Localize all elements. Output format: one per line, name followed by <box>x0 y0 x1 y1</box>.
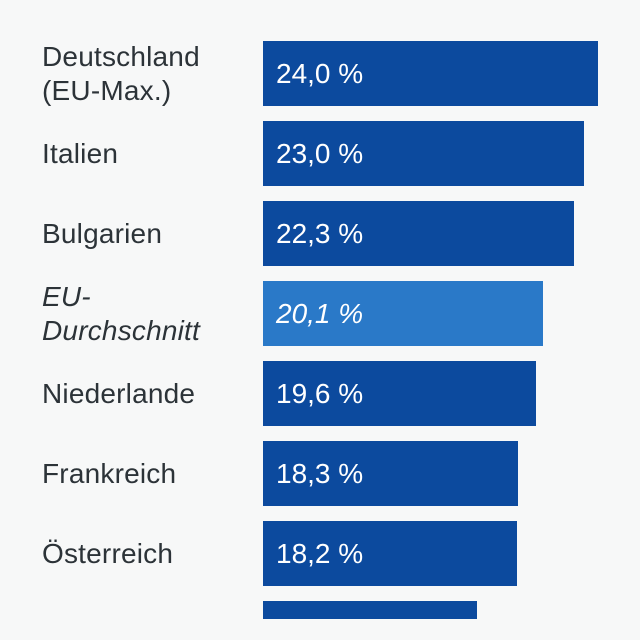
category-label: Italien <box>42 121 263 186</box>
category-label-line: Frankreich <box>42 457 177 489</box>
bar-row: Frankreich 18,3 % <box>0 441 640 506</box>
bar: 23,0 % <box>263 121 584 186</box>
category-label-line: EU- <box>42 280 91 312</box>
bar-row-truncated <box>0 601 640 619</box>
bar-value-label: 23,0 % <box>276 137 364 169</box>
category-label-line: Bulgarien <box>42 217 163 249</box>
category-label-line: Italien <box>42 137 119 169</box>
category-label: Niederlande <box>42 361 263 426</box>
bar: 19,6 % <box>263 361 536 426</box>
bar-truncated <box>263 601 477 619</box>
category-label: Deutschland (EU-Max.) <box>42 41 263 106</box>
category-label-empty <box>42 601 263 619</box>
category-label: EU- Durchschnitt <box>42 281 263 346</box>
category-label-line: Österreich <box>42 537 174 569</box>
bar-value-label: 18,2 % <box>276 537 364 569</box>
category-label: Frankreich <box>42 441 263 506</box>
bar-row: Österreich 18,2 % <box>0 521 640 586</box>
category-label-line: Deutschland <box>42 40 200 72</box>
category-label-line: Niederlande <box>42 377 196 409</box>
bar-row: Bulgarien 22,3 % <box>0 201 640 266</box>
bar-value-label: 19,6 % <box>276 377 364 409</box>
bar-value-label: 18,3 % <box>276 457 364 489</box>
bar-value-label: 20,1 % <box>276 297 364 329</box>
category-label-line: Durchschnitt <box>42 314 201 346</box>
bar-row: Italien 23,0 % <box>0 121 640 186</box>
bar-row: EU- Durchschnitt 20,1 % <box>0 281 640 346</box>
bar: 18,2 % <box>263 521 517 586</box>
bar-highlighted: 20,1 % <box>263 281 543 346</box>
bar-value-label: 22,3 % <box>276 217 364 249</box>
bar-row: Niederlande 19,6 % <box>0 361 640 426</box>
bar: 24,0 % <box>263 41 598 106</box>
bar: 18,3 % <box>263 441 518 506</box>
bar-value-label: 24,0 % <box>276 57 364 89</box>
category-label: Bulgarien <box>42 201 263 266</box>
category-label-line: (EU-Max.) <box>42 74 172 106</box>
bar: 22,3 % <box>263 201 574 266</box>
bar-row: Deutschland (EU-Max.) 24,0 % <box>0 41 640 106</box>
category-label: Österreich <box>42 521 263 586</box>
